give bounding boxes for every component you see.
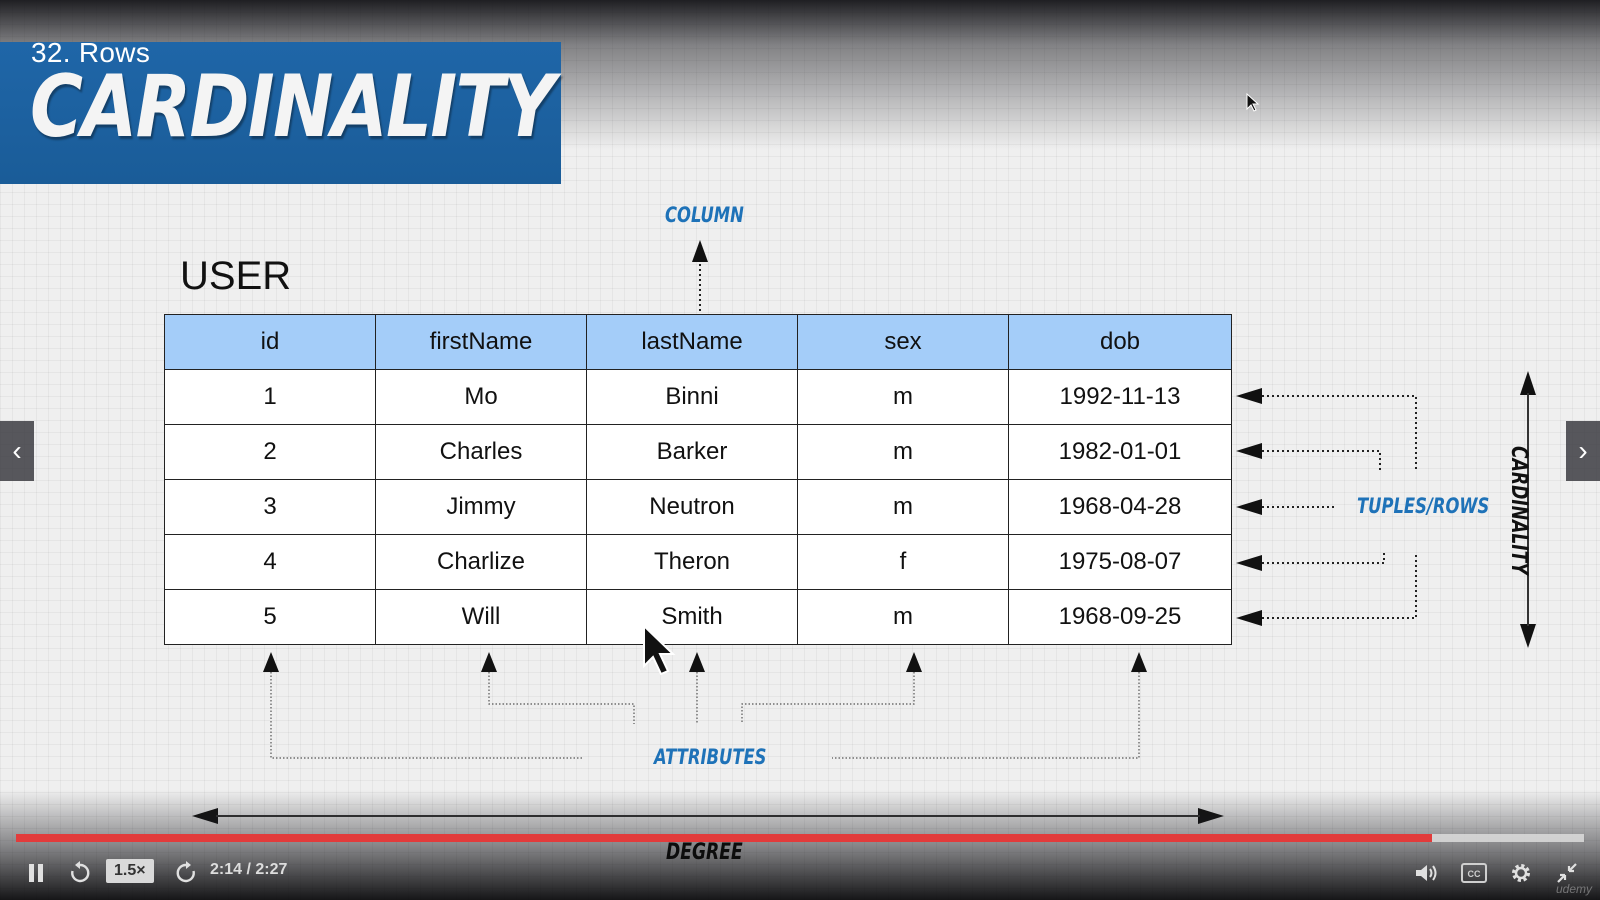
progress-bar[interactable] — [16, 834, 1584, 842]
chevron-right-icon: › — [1578, 435, 1588, 466]
rewind-button[interactable] — [66, 860, 94, 886]
previous-lecture-button[interactable]: ‹ — [0, 421, 34, 481]
table-cell: m — [797, 589, 1009, 645]
table-cell: m — [797, 424, 1009, 480]
volume-button[interactable] — [1412, 860, 1442, 886]
column-label: COLUMN — [665, 203, 744, 227]
table-cell: 5 — [164, 589, 376, 645]
table-name: USER — [180, 254, 292, 298]
pause-icon — [29, 864, 43, 882]
table-cell: m — [797, 479, 1009, 535]
watermark: udemy — [1555, 882, 1592, 896]
table-cell: Mo — [375, 369, 587, 425]
cardinality-label: CARDINALITY — [1506, 446, 1531, 575]
table-cell: 1992-11-13 — [1008, 369, 1232, 425]
table-cell: Jimmy — [375, 479, 587, 535]
chevron-left-icon: ‹ — [12, 435, 22, 466]
captions-icon: CC — [1461, 863, 1487, 883]
attribute-arrowhead — [263, 652, 279, 672]
table-cell: Charles — [375, 424, 587, 480]
table-cell: m — [797, 369, 1009, 425]
table-cell: 1982-01-01 — [1008, 424, 1232, 480]
column-header: dob — [1008, 314, 1232, 370]
table-cell: Charlize — [375, 534, 587, 590]
table-cell: 2 — [164, 424, 376, 480]
column-header: firstName — [375, 314, 587, 370]
table-cell: Will — [375, 589, 587, 645]
gear-icon — [1512, 864, 1530, 882]
degree-arrowhead — [1198, 808, 1224, 824]
attribute-arrowhead — [1131, 652, 1147, 672]
table-cell: f — [797, 534, 1009, 590]
attribute-arrowhead — [906, 652, 922, 672]
attributes-label: ATTRIBUTES — [654, 745, 767, 769]
volume-icon — [1416, 865, 1437, 881]
table-row: 3 Jimmy Neutron m 1968-04-28 — [164, 479, 1232, 535]
progress-fill — [16, 834, 1432, 842]
cardinality-arrowhead — [1520, 371, 1536, 395]
lecture-title: 32. Rows — [31, 37, 151, 68]
cardinality-arrowhead — [1520, 624, 1536, 648]
row-arrowhead — [1236, 499, 1262, 515]
table-cell: 1968-09-25 — [1008, 589, 1232, 645]
settings-button[interactable] — [1507, 860, 1535, 886]
user-table: id firstName lastName sex dob 1 Mo Binni… — [164, 314, 1232, 645]
playback-speed-button[interactable]: 1.5× — [106, 859, 154, 883]
next-lecture-button[interactable]: › — [1566, 421, 1600, 481]
player-controls: 1.5× 2:14 / 2:27 CC — [0, 855, 1600, 891]
row-connector — [1262, 552, 1417, 619]
pause-button[interactable] — [24, 861, 48, 885]
fullscreen-button[interactable] — [1553, 860, 1581, 886]
column-header: id — [164, 314, 376, 370]
row-connector — [1262, 450, 1381, 470]
table-cell: Neutron — [586, 479, 798, 535]
captions-button[interactable]: CC — [1460, 861, 1488, 885]
tuples-rows-label: TUPLES/ROWS — [1357, 494, 1490, 518]
table-row: 4 Charlize Theron f 1975-08-07 — [164, 534, 1232, 590]
row-arrowhead — [1236, 388, 1262, 404]
table-cell: 1 — [164, 369, 376, 425]
banner-title: CARDINALITY — [30, 57, 555, 157]
time-display: 2:14 / 2:27 — [210, 861, 288, 878]
svg-text:CC: CC — [1468, 869, 1481, 879]
attribute-arrowhead — [689, 652, 705, 672]
column-header: sex — [797, 314, 1009, 370]
exit-fullscreen-icon — [1557, 863, 1577, 883]
rewind-icon — [71, 861, 90, 883]
degree-label: DEGREE — [666, 840, 743, 865]
attribute-connector — [270, 672, 582, 759]
row-connector — [1262, 550, 1385, 564]
forward-button[interactable] — [172, 860, 200, 886]
table-cell: 1975-08-07 — [1008, 534, 1232, 590]
attribute-connector — [832, 672, 1140, 759]
row-arrowhead — [1236, 443, 1262, 459]
attribute-connector — [488, 672, 635, 724]
row-connector — [1262, 395, 1417, 470]
title-banner: CARDINALITY — [0, 42, 561, 184]
forward-icon — [176, 861, 195, 883]
table-row: 1 Mo Binni m 1992-11-13 — [164, 369, 1232, 425]
attribute-connector — [741, 672, 915, 724]
attribute-arrowhead — [481, 652, 497, 672]
column-header: lastName — [586, 314, 798, 370]
row-arrowhead — [1236, 555, 1262, 571]
column-arrowhead — [692, 240, 708, 262]
table-header-row: id firstName lastName sex dob — [164, 314, 1232, 370]
table-row: 2 Charles Barker m 1982-01-01 — [164, 424, 1232, 480]
table-cell: 1968-04-28 — [1008, 479, 1232, 535]
row-arrowhead — [1236, 610, 1262, 626]
table-row: 5 Will Smith m 1968-09-25 — [164, 589, 1232, 645]
table-cell: Binni — [586, 369, 798, 425]
table-cell: Barker — [586, 424, 798, 480]
degree-arrowhead — [192, 808, 218, 824]
table-cell: 3 — [164, 479, 376, 535]
